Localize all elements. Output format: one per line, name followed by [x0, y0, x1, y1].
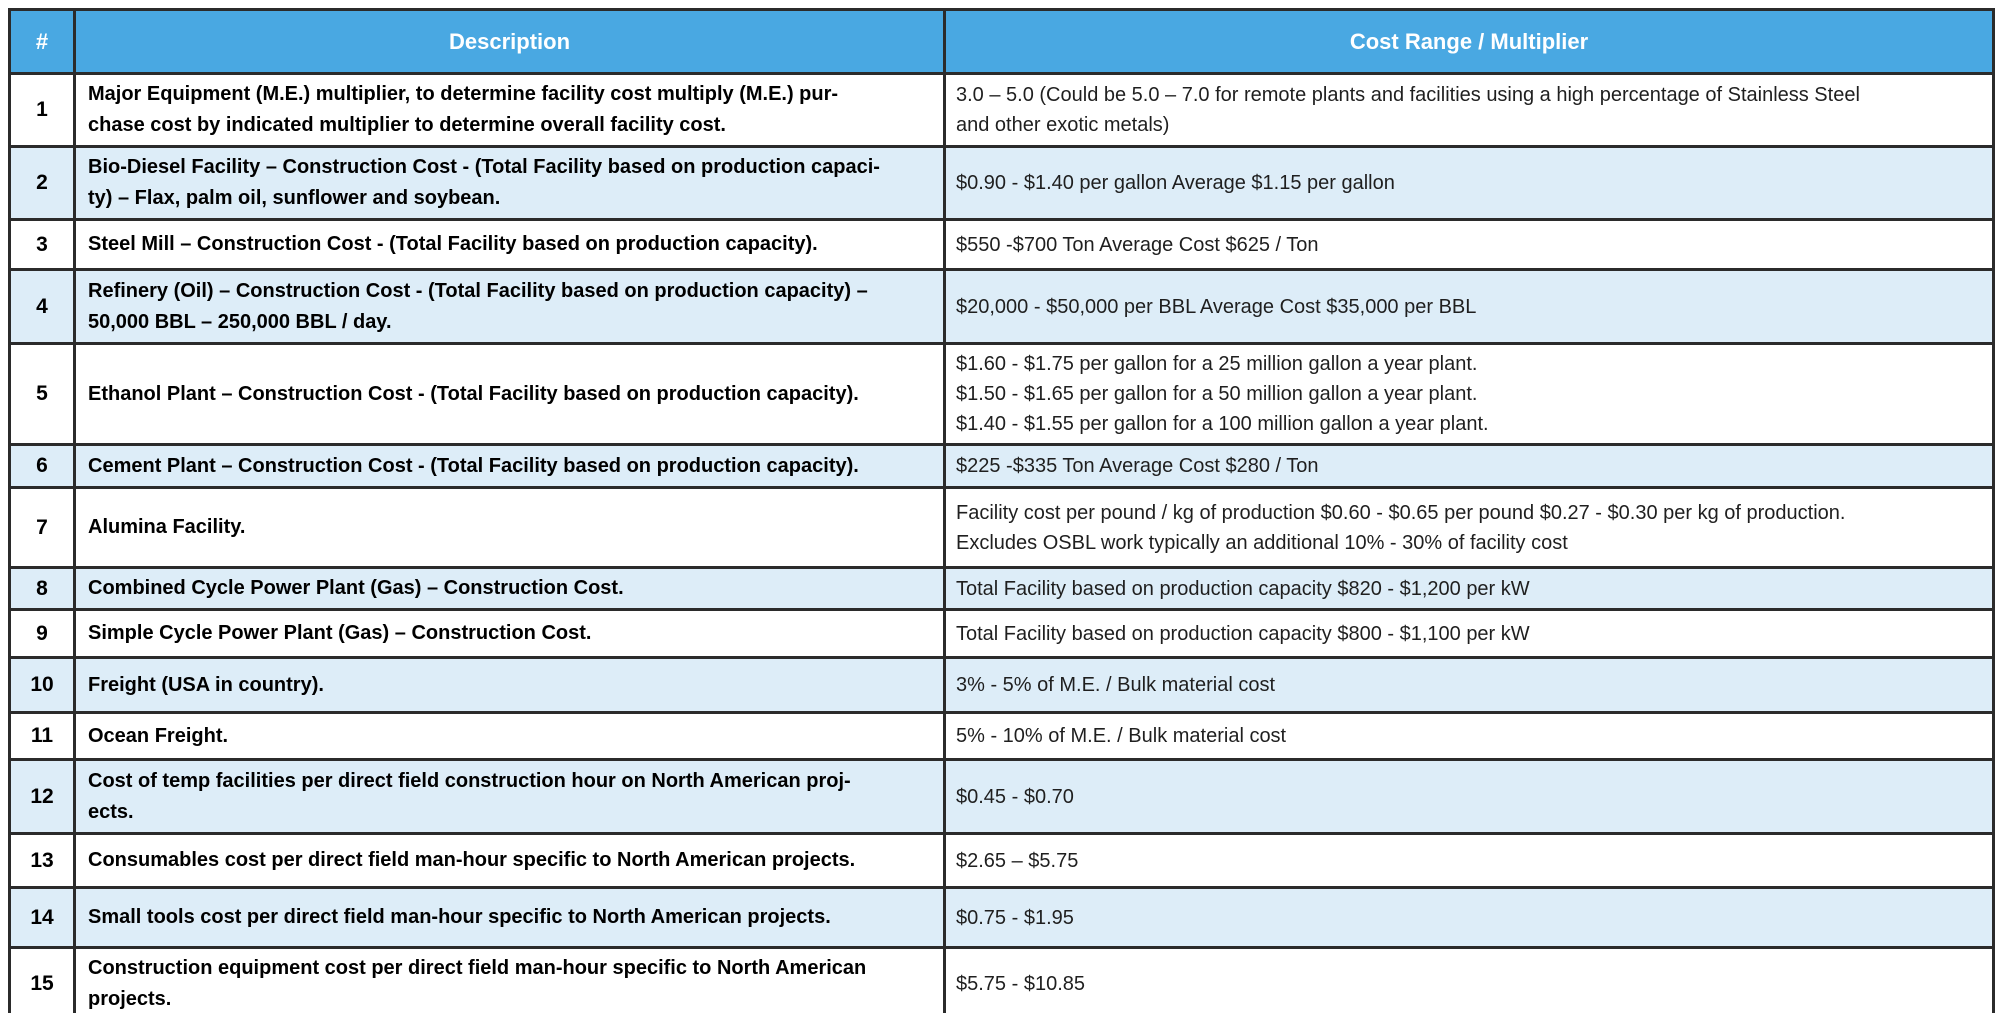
cost-cell: 3% - 5% of M.E. / Bulk material cost	[943, 656, 1995, 714]
table-row-9: 9 Simple Cycle Power Plant (Gas) – Const…	[8, 608, 1995, 659]
row-number-cell: 10	[8, 656, 76, 714]
table-row-10: 10 Freight (USA in country). 3% - 5% of …	[8, 656, 1995, 714]
header-cell-number: #	[8, 8, 76, 75]
table-row-2: 2 Bio-Diesel Facility – Construction Cos…	[8, 145, 1995, 221]
row-number-cell: 8	[8, 566, 76, 611]
row-number-cell: 13	[8, 832, 76, 889]
row-number-cell: 4	[8, 268, 76, 345]
row-number-cell: 7	[8, 486, 76, 569]
table-row-14: 14 Small tools cost per direct field man…	[8, 886, 1995, 949]
cost-cell: $225 -$335 Ton Average Cost $280 / Ton	[943, 443, 1995, 489]
table-row-5: 5 Ethanol Plant – Construction Cost - (T…	[8, 342, 1995, 446]
description-cell: Refinery (Oil) – Construction Cost - (To…	[73, 268, 946, 345]
description-cell: Small tools cost per direct field man-ho…	[73, 886, 946, 949]
row-number-cell: 6	[8, 443, 76, 489]
description-cell: Steel Mill – Construction Cost - (Total …	[73, 218, 946, 271]
row-number-cell: 5	[8, 342, 76, 446]
description-cell: Freight (USA in country).	[73, 656, 946, 714]
header-cell-cost: Cost Range / Multiplier	[943, 8, 1995, 75]
description-cell: Cement Plant – Construction Cost - (Tota…	[73, 443, 946, 489]
table-row-1: 1 Major Equipment (M.E.) multiplier, to …	[8, 72, 1995, 148]
row-number-cell: 12	[8, 758, 76, 835]
cost-cell: $20,000 - $50,000 per BBL Average Cost $…	[943, 268, 1995, 345]
row-number-cell: 3	[8, 218, 76, 271]
header-row: # Description Cost Range / Multiplier	[8, 8, 1995, 75]
row-number-cell: 15	[8, 946, 76, 1013]
cost-cell: Total Facility based on production capac…	[943, 608, 1995, 659]
cost-cell: $550 -$700 Ton Average Cost $625 / Ton	[943, 218, 1995, 271]
description-cell: Major Equipment (M.E.) multiplier, to de…	[73, 72, 946, 148]
cost-cell: Total Facility based on production capac…	[943, 566, 1995, 611]
description-cell: Combined Cycle Power Plant (Gas) – Const…	[73, 566, 946, 611]
description-cell: Simple Cycle Power Plant (Gas) – Constru…	[73, 608, 946, 659]
table-row-12: 12 Cost of temp facilities per direct fi…	[8, 758, 1995, 835]
cost-cell: 5% - 10% of M.E. / Bulk material cost	[943, 711, 1995, 761]
table-row-4: 4 Refinery (Oil) – Construction Cost - (…	[8, 268, 1995, 345]
row-number-cell: 14	[8, 886, 76, 949]
cost-cell: Facility cost per pound / kg of producti…	[943, 486, 1995, 569]
cost-cell: $1.60 - $1.75 per gallon for a 25 millio…	[943, 342, 1995, 446]
description-cell: Bio-Diesel Facility – Construction Cost …	[73, 145, 946, 221]
description-cell: Alumina Facility.	[73, 486, 946, 569]
row-number-cell: 2	[8, 145, 76, 221]
description-cell: Cost of temp facilities per direct field…	[73, 758, 946, 835]
description-cell: Ocean Freight.	[73, 711, 946, 761]
description-cell: Construction equipment cost per direct f…	[73, 946, 946, 1013]
row-number-cell: 9	[8, 608, 76, 659]
cost-table: # Description Cost Range / Multiplier 1 …	[8, 8, 1995, 1013]
cost-cell: $5.75 - $10.85	[943, 946, 1995, 1013]
description-cell: Consumables cost per direct field man-ho…	[73, 832, 946, 889]
table-row-7: 7 Alumina Facility. Facility cost per po…	[8, 486, 1995, 569]
table-row-13: 13 Consumables cost per direct field man…	[8, 832, 1995, 889]
row-number-cell: 1	[8, 72, 76, 148]
cost-cell: $0.90 - $1.40 per gallon Average $1.15 p…	[943, 145, 1995, 221]
header-cell-description: Description	[73, 8, 946, 75]
table-row-15: 15 Construction equipment cost per direc…	[8, 946, 1995, 1013]
cost-cell: $0.45 - $0.70	[943, 758, 1995, 835]
table-row-11: 11 Ocean Freight. 5% - 10% of M.E. / Bul…	[8, 711, 1995, 761]
table-row-6: 6 Cement Plant – Construction Cost - (To…	[8, 443, 1995, 489]
cost-cell: $2.65 – $5.75	[943, 832, 1995, 889]
cost-cell: $0.75 - $1.95	[943, 886, 1995, 949]
cost-cell: 3.0 – 5.0 (Could be 5.0 – 7.0 for remote…	[943, 72, 1995, 148]
table-row-3: 3 Steel Mill – Construction Cost - (Tota…	[8, 218, 1995, 271]
table-row-8: 8 Combined Cycle Power Plant (Gas) – Con…	[8, 566, 1995, 611]
row-number-cell: 11	[8, 711, 76, 761]
description-cell: Ethanol Plant – Construction Cost - (Tot…	[73, 342, 946, 446]
